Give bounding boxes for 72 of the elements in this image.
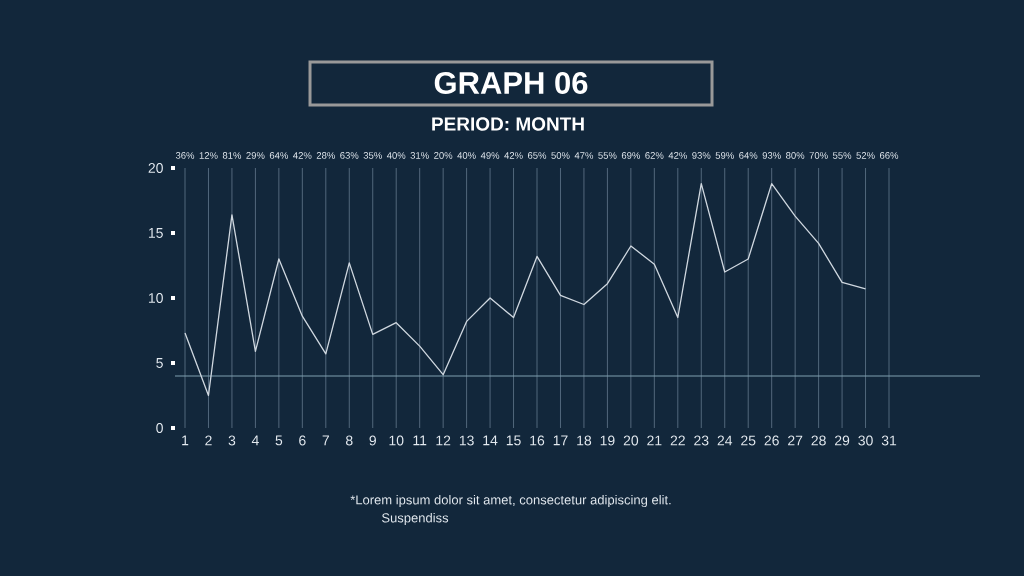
x-tick-label: 25 [741, 435, 756, 446]
text: 59% [715, 152, 734, 159]
text: Suspendiss [382, 512, 449, 526]
text: 42% [668, 152, 687, 159]
x-tick-label: 26 [764, 435, 779, 446]
text: 31% [410, 152, 429, 159]
text: 64% [739, 152, 758, 159]
x-tick-label: 30 [858, 435, 873, 446]
text: 36% [175, 152, 195, 159]
x-tick-label: 17 [553, 435, 568, 446]
x-tick-label: 21 [647, 435, 662, 446]
x-tick-label: 16 [530, 435, 545, 446]
x-tick-label: 27 [788, 435, 803, 446]
text: *Lorem ipsum dolor sit amet, consectetur adipiscing elit. [350, 494, 671, 508]
text: 40% [386, 152, 406, 159]
x-tick-label: 20 [623, 435, 639, 446]
x-tick-label: 7 [322, 435, 329, 446]
y-tick-label: 0 [156, 423, 163, 433]
text: 52% [856, 152, 875, 159]
text: 35% [363, 152, 382, 159]
text: 93% [692, 152, 711, 159]
x-tick-label: 28 [811, 435, 826, 446]
x-tick-label: 15 [506, 435, 521, 446]
text: 55% [598, 152, 617, 159]
text: 28% [316, 152, 335, 159]
chart-title: GRAPH 06 [434, 72, 588, 94]
x-tick-label: 5 [275, 435, 283, 446]
text: 64% [269, 152, 289, 159]
y-tick-label: 20 [148, 163, 163, 173]
x-tick-label: 23 [694, 435, 709, 446]
line-series [184, 182, 867, 397]
x-tick-label: 31 [881, 435, 897, 446]
y-tick-label: 5 [156, 358, 163, 368]
text: 80% [786, 152, 805, 159]
text: 81% [222, 152, 242, 159]
x-tick-label: 10 [389, 435, 404, 446]
x-tick-label: 22 [670, 435, 685, 446]
text: 50% [551, 152, 570, 159]
x-tick-label: 18 [577, 435, 592, 446]
text: 62% [645, 152, 664, 159]
x-tick-label: 19 [600, 435, 615, 446]
text: 70% [809, 152, 828, 159]
x-tick-label: 29 [835, 435, 850, 446]
y-tick-label: 10 [148, 293, 163, 303]
x-tick-label: 2 [205, 435, 212, 446]
x-tick-label: 6 [299, 435, 306, 446]
text: 69% [621, 152, 641, 159]
y-tick-label: 15 [148, 228, 163, 238]
text: 66% [879, 152, 899, 159]
x-tick-label: 9 [369, 435, 376, 446]
x-tick-label: 11 [413, 435, 427, 446]
x-tick-label: 14 [483, 435, 498, 446]
text: 29% [246, 152, 265, 159]
x-tick-label: 1 [182, 435, 189, 446]
text: 12% [199, 152, 218, 159]
text: 49% [480, 152, 500, 159]
text: 42% [293, 152, 312, 159]
text: 47% [574, 152, 594, 159]
text: 63% [340, 152, 359, 159]
text: 93% [762, 152, 781, 159]
text: 65% [527, 152, 547, 159]
x-tick-label: 13 [459, 435, 474, 446]
text: 20% [434, 152, 453, 159]
x-tick-label: 24 [717, 435, 733, 446]
text: 55% [832, 152, 852, 159]
x-tick-label: 4 [251, 435, 259, 446]
chart-subtitle: PERIOD: MONTH [432, 117, 584, 131]
x-tick-label: 12 [436, 435, 451, 446]
x-tick-label: 3 [228, 435, 236, 446]
x-tick-label: 8 [345, 435, 353, 446]
text: 40% [457, 152, 476, 159]
text: 42% [504, 152, 523, 159]
